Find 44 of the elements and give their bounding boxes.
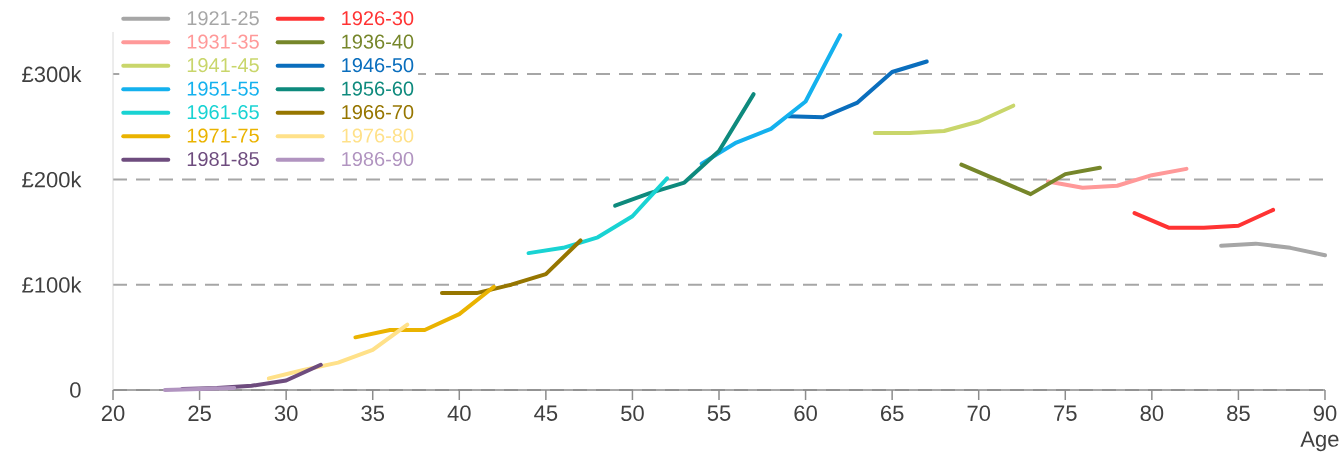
x-axis-title: Age [1300,431,1339,452]
legend-label: 1931-35 [187,34,259,49]
x-tick-label: 75 [1054,405,1077,421]
legend-label: 1956-60 [342,81,414,96]
line-series [526,176,670,256]
x-tick-label: 90 [1313,405,1337,422]
legend-label: 1936-40 [342,34,414,49]
y-tick-label: £300k [22,66,82,83]
line-series [1045,166,1189,190]
line-series [613,92,756,208]
line-series [439,238,583,296]
legend-label: 1921-25 [187,11,259,26]
legend-label: 1976-80 [342,128,414,143]
line-series [1132,207,1276,230]
legend-label: 1941-45 [187,58,259,73]
x-tick-label: 65 [881,405,904,422]
legend-label: 1946-50 [342,58,414,73]
x-tick-label: 55 [707,405,731,421]
legend-label: 1966-70 [342,105,414,120]
x-tick-label: 85 [1227,405,1250,422]
legend-label: 1981-85 [187,151,259,167]
legend-label: 1971-75 [187,128,259,143]
line-series [1219,241,1327,258]
legend-label: 1951-55 [187,81,259,96]
line-series [786,59,929,120]
x-tick-label: 70 [967,405,991,422]
x-tick-label: 20 [101,405,125,422]
x-tick-label: 80 [1140,405,1164,422]
line-series [353,284,496,340]
line-series [872,103,1016,136]
x-tick-label: 50 [621,405,644,422]
y-tick-label: £100k [22,276,82,293]
x-tick-label: 25 [188,405,211,422]
legend-label: 1986-90 [342,151,414,167]
y-tick-label: £200k [22,171,82,188]
line-series [959,162,1102,197]
y-tick-label: 0 [70,382,81,398]
x-tick-label: 60 [794,405,817,422]
x-tick-label: 30 [274,405,298,422]
x-tick-label: 40 [447,405,471,422]
x-tick-label: 35 [361,405,385,422]
x-tick-label: 45 [534,405,558,421]
legend-label: 1961-65 [187,105,259,120]
legend-label: 1926-30 [342,11,414,26]
